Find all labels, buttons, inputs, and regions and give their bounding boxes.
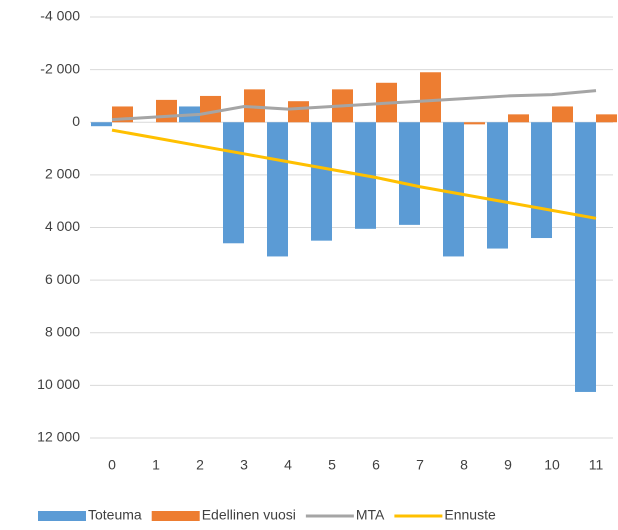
y-tick-label: -2 000	[40, 60, 80, 76]
x-tick-label: 3	[240, 457, 248, 473]
bar	[91, 122, 112, 127]
bar	[596, 114, 617, 123]
bar	[464, 122, 485, 125]
x-tick-label: 6	[372, 457, 380, 473]
line	[111, 128, 597, 220]
y-tick-label: 12 000	[37, 429, 80, 445]
y-tick-label: 4 000	[45, 218, 80, 234]
bar	[200, 95, 221, 123]
bar	[420, 72, 441, 123]
bar	[575, 122, 596, 392]
x-tick-label: 0	[108, 457, 116, 473]
bar	[288, 101, 309, 123]
y-tick-label: -4 000	[40, 8, 80, 24]
legend-label: Ennuste	[444, 507, 496, 523]
y-tick-label: 10 000	[37, 376, 80, 392]
y-tick-label: 0	[72, 113, 80, 129]
x-tick-label: 5	[328, 457, 336, 473]
line	[111, 89, 597, 122]
legend-swatch	[38, 511, 86, 521]
bar	[508, 114, 529, 123]
bar	[443, 122, 464, 257]
legend-label: Edellinen vuosi	[202, 507, 296, 523]
legend-label: MTA	[356, 507, 385, 523]
y-tick-label: 6 000	[45, 271, 80, 287]
bar	[531, 122, 552, 239]
bar	[487, 122, 508, 249]
bar	[552, 106, 573, 123]
x-tick-label: 8	[460, 457, 468, 473]
x-tick-label: 11	[589, 457, 604, 473]
x-tick-label: 10	[544, 457, 560, 473]
bar	[311, 122, 332, 241]
legend-swatch	[151, 511, 200, 521]
x-tick-label: 9	[504, 457, 512, 473]
bar	[223, 122, 244, 244]
bar	[267, 122, 288, 257]
bar	[156, 99, 177, 123]
y-tick-label: 2 000	[45, 166, 80, 182]
bar	[399, 122, 420, 225]
x-tick-label: 7	[416, 457, 424, 473]
x-tick-label: 2	[196, 457, 204, 473]
x-tick-label: 1	[152, 457, 160, 473]
y-tick-label: 8 000	[45, 323, 80, 339]
x-tick-label: 4	[284, 457, 292, 473]
legend-label: Toteuma	[88, 507, 142, 523]
